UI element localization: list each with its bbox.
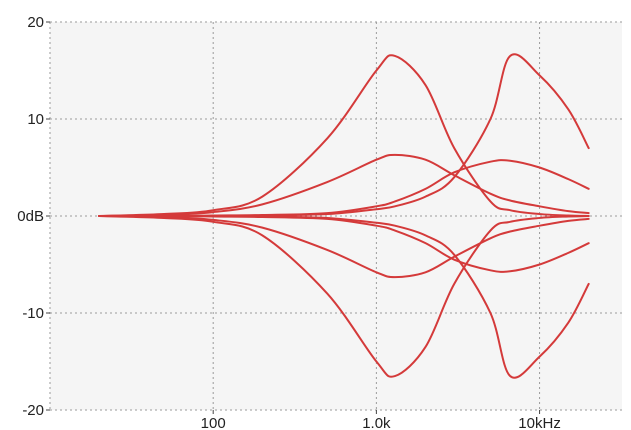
y-tick-label: 20 [27,14,44,31]
y-axis-ticks: 20 10 0dB -10 -20 [17,14,50,419]
response-curves [98,53,590,379]
eq-curve-5 [98,215,590,378]
eq-curve-8 [98,214,590,379]
eq-curve-1 [98,54,590,217]
y-tick-label: -20 [22,402,44,419]
x-tick-label: 100 [201,415,226,430]
eq-curve-2 [98,153,590,217]
y-tick-label: 10 [27,111,44,128]
x-tick-label: 1.0k [362,415,391,430]
y-tick-label: -10 [22,305,44,322]
x-axis-ticks: 100 1.0k 10kHz [201,410,561,430]
y-tick-label: 0dB [17,208,44,225]
eq-curve-6 [98,215,590,279]
x-tick-label: 10kHz [518,415,561,430]
